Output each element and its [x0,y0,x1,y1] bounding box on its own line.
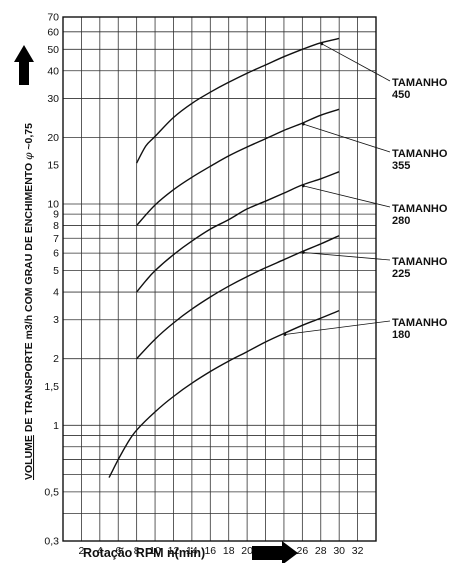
y-tick-label: 10 [47,199,59,211]
x-tick-label: 2 [78,545,84,557]
x-tick-label: 14 [186,545,198,557]
y-tick-label: 8 [53,220,59,232]
y-tick-label: 6 [53,248,59,260]
y-tick-label: 7 [53,233,59,245]
y-tick-label: 5 [53,265,59,277]
y-tick-label: 15 [47,160,59,172]
x-axis-arrow-icon [252,541,298,563]
chart-series-group [108,37,340,478]
y-tick-label: 30 [47,93,59,105]
y-tick-label: 2 [53,353,59,365]
leader-line [303,252,391,261]
y-tick-label: 3 [53,314,59,326]
series-label: TAMANHO 180 [392,317,448,341]
y-tick-label: 20 [47,132,59,144]
chart-grid [63,16,376,542]
series-label-size: 280 [392,215,410,227]
x-axis-title: Rotação RPM n(min) [83,546,205,560]
leader-dot [301,251,305,254]
x-tick-label: 12 [168,545,180,557]
series-line [136,171,340,293]
y-axis-arrow-icon [14,45,34,85]
series-label-name: TAMANHO [392,148,448,160]
y-axis-title-phi: φ [23,152,35,160]
leader-line [303,123,391,153]
plot-frame [62,16,377,542]
series-label-name: TAMANHO [392,203,448,215]
series-label-size: 355 [392,160,410,172]
series-line [136,108,340,226]
series-label: TAMANHO 225 [392,256,448,280]
series-label-size: 450 [392,89,410,101]
series-label: TAMANHO 450 [392,77,448,101]
series-label-name: TAMANHO [392,77,448,89]
y-axis-title-suffix: ~0,75 [23,123,35,153]
x-tick-label: 4 [97,545,103,557]
x-tick-label: 16 [204,545,216,557]
y-tick-label: 9 [53,209,59,221]
leader-line [284,320,391,335]
y-tick-label: 60 [47,26,59,38]
y-axis-title: DE TRANSPORTE m3/h COM GRAU DE ENCHIMENT… [23,160,35,435]
series-label-size: 180 [392,329,410,341]
leader-dot [301,122,305,126]
y-tick-label: 0,3 [44,536,59,548]
y-axis-title-prefix: VOLUME [23,435,35,480]
x-tick-label: 28 [315,545,327,557]
x-tick-label: 30 [333,545,345,557]
x-tick-label: 18 [223,545,235,557]
series-label: TAMANHO 355 [392,148,448,172]
y-axis-title-group: VOLUME DE TRANSPORTE m3/h COM GRAU DE EN… [23,123,35,480]
y-tick-label: 4 [53,287,59,299]
svg-text:VOLUME DE TRANSPORTE m3/h COM: VOLUME DE TRANSPORTE m3/h COM GRAU DE EN… [23,123,35,480]
x-tick-label: 20 [241,545,253,557]
series-label-name: TAMANHO [392,256,448,268]
leader-dot [320,42,324,46]
leader-dot [301,184,305,188]
series-label-name: TAMANHO [392,317,448,329]
leader-dot [283,333,287,336]
x-tick-label: 26 [297,545,309,557]
series-label-size: 225 [392,268,410,280]
x-tick-label: 6 [115,545,121,557]
x-tick-label: 8 [134,545,140,557]
y-tick-label: 40 [47,65,59,77]
y-tick-label: 1,5 [44,381,59,393]
y-tick-label: 50 [47,44,59,56]
y-tick-label: 70 [47,12,59,24]
y-tick-label: 0,5 [44,486,59,498]
x-tick-label: 10 [149,545,161,557]
leader-line [321,43,391,82]
series-label: TAMANHO 280 [392,203,448,227]
series-line [136,234,340,360]
series-line [135,37,340,164]
x-tick-label: 32 [352,545,364,557]
series-line [108,309,340,478]
y-tick-label: 1 [53,420,59,432]
